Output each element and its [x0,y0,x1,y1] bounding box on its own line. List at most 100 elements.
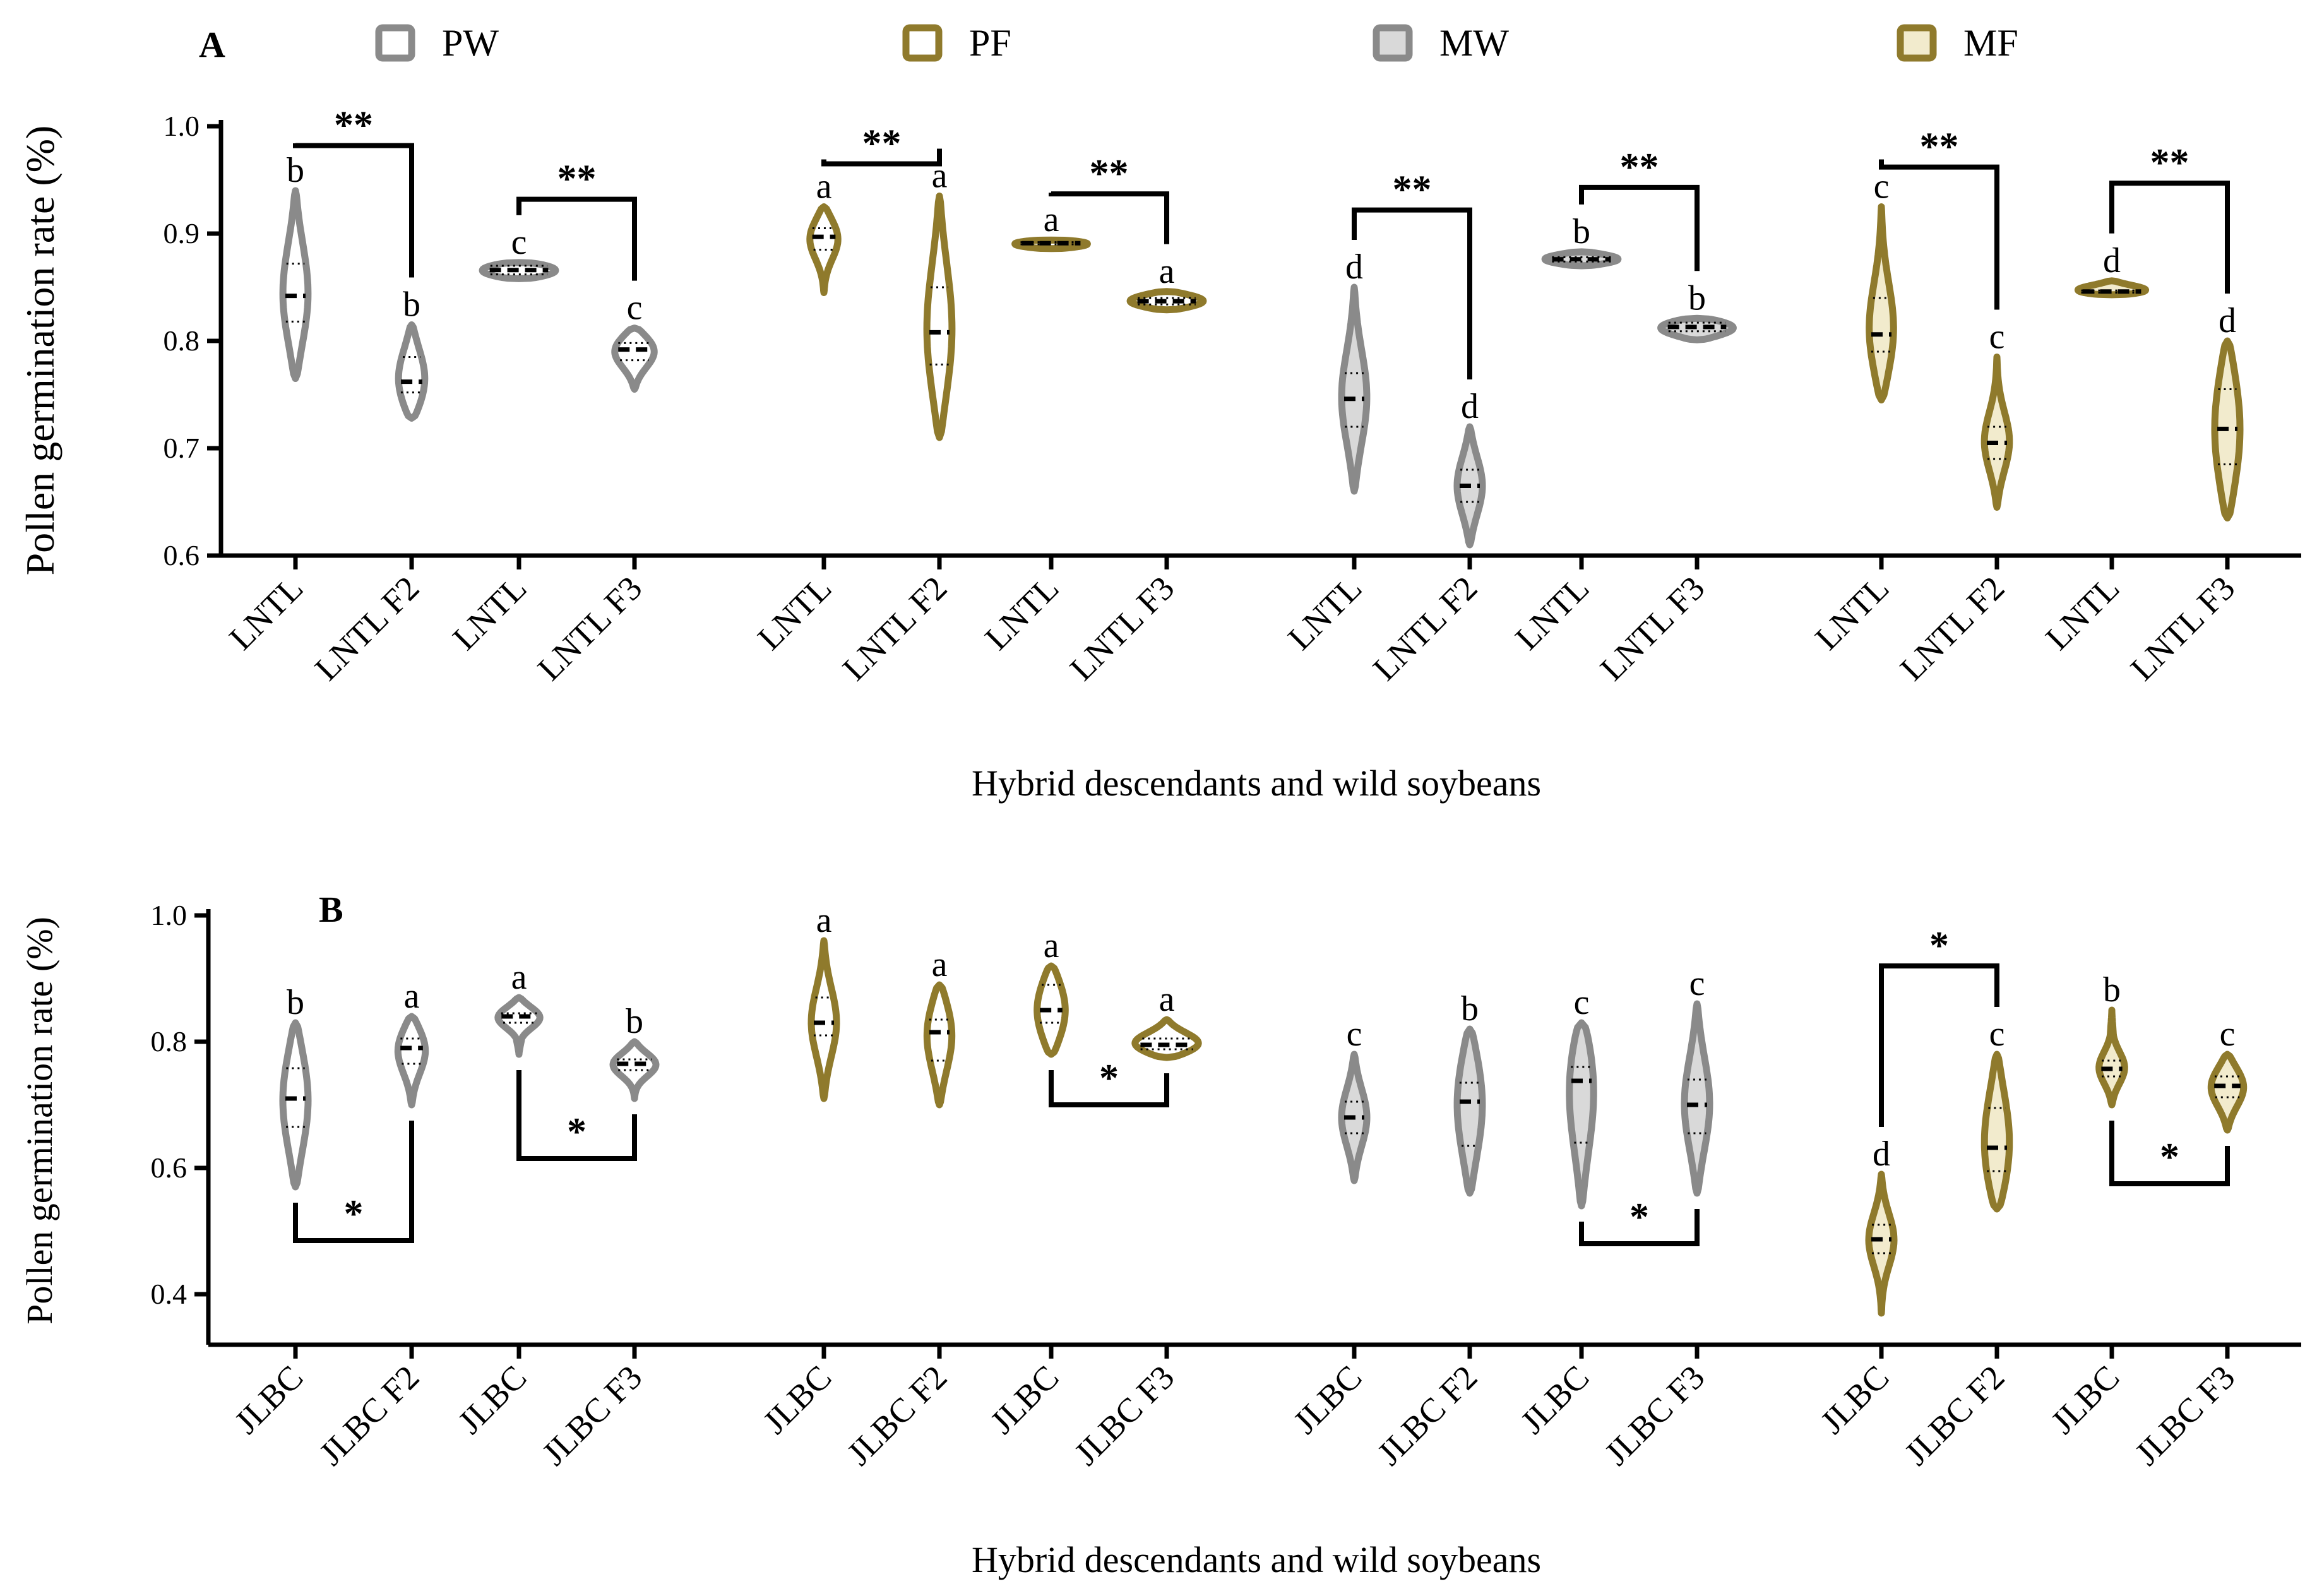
significance-letter: b [1573,212,1590,251]
significance-letter: b [1688,278,1706,318]
x-tick-label: JLBC [1513,1358,1597,1441]
x-tick-label: LNTL [1281,569,1369,657]
panel-b-label: B [319,889,343,930]
violin-b-11 [1566,1019,1597,1210]
x-tick-label: LNTL F3 [2123,569,2242,688]
significance-stars: * [2160,1136,2179,1179]
significance-letter: b [1461,989,1479,1028]
y-tick-label: 0.6 [164,539,200,571]
panel-a-label: A [199,24,225,65]
y-tick-label: 0.8 [164,325,200,357]
significance-letter: d [2103,241,2121,280]
significance-letter: b [287,151,304,190]
comparison-bracket [821,148,942,167]
violin-a-9 [1338,283,1371,495]
violin-a-12 [1657,314,1737,343]
significance-letter: c [1989,1015,2005,1054]
x-tick-label: LNTL F2 [1893,569,2011,688]
legend-swatch-mf [1897,24,1937,62]
x-tick-label: LNTL [1508,569,1597,657]
x-tick-label: JLBC F2 [840,1358,954,1472]
significance-letter: a [404,977,420,1016]
x-tick-label: LNTL F2 [307,569,426,688]
violin-a-11 [1541,248,1622,270]
significance-stars: * [1099,1057,1119,1100]
significance-stars: ** [1920,126,1959,169]
significance-letter: a [932,945,948,984]
violin-a-13 [1866,203,1897,403]
significance-stars: ** [862,122,902,165]
violin-b-1 [279,1019,312,1191]
significance-letter: a [1159,980,1175,1019]
significance-stars: * [1629,1196,1649,1239]
x-tick-label: LNTL [1808,569,1897,657]
violin-b-2 [394,1013,429,1109]
legend-label-pw: PW [442,22,499,64]
significance-letter: c [2220,1015,2236,1054]
panel-b: B Pollen germination rate (%) Hybrid des… [19,889,2301,1580]
comparison-bracket [2109,1121,2230,1186]
significance-letter: c [1574,983,1590,1022]
panel-a-x-axis-label: Hybrid descendants and wild soybeans [972,763,1541,804]
significance-letter: c [511,223,527,262]
legend-swatch-pf [902,24,943,62]
significance-letter: d [1461,387,1479,426]
x-tick-label: LNTL [222,569,311,657]
violin-b-14 [1980,1051,2013,1213]
comparison-bracket [1879,963,1999,1127]
significance-stars: ** [557,158,597,201]
panel-b-y-axis-label: Pollen germination rate (%) [19,917,60,1325]
comparison-bracket [1049,191,1169,244]
legend-label-mw: MW [1439,22,1509,64]
significance-letter: b [2103,970,2121,1009]
violin-b-5 [807,937,840,1102]
x-tick-label: LNTL F3 [1063,569,1181,688]
x-tick-label: JLBC F2 [312,1358,426,1472]
y-tick-label: 0.6 [151,1152,188,1184]
x-tick-label: JLBC [756,1358,839,1441]
comparison-bracket [293,1121,414,1243]
violin-a-6 [923,193,956,441]
x-tick-label: JLBC F3 [535,1358,649,1472]
violin-b-12 [1681,1000,1713,1197]
violin-a-14 [1980,354,2013,511]
x-tick-label: JLBC [451,1358,534,1441]
significance-stars: * [344,1193,364,1236]
x-tick-label: JLBC F3 [1067,1358,1181,1472]
legend-label-mf: MF [1963,22,2018,64]
y-tick-label: 1.0 [164,110,200,142]
significance-letter: c [1689,964,1705,1003]
y-tick-label: 0.9 [164,217,200,249]
panel-a-y-axis-label: Pollen germination rate (%) [18,126,63,576]
x-tick-label: LNTL F3 [1593,569,1712,688]
comparison-bracket [1579,184,1700,271]
x-tick-label: JLBC [227,1358,311,1441]
significance-letter: d [1345,247,1363,287]
x-tick-label: JLBC [1813,1358,1897,1441]
x-tick-label: JLBC F2 [1897,1358,2011,1472]
x-tick-label: JLBC F3 [2128,1358,2242,1472]
significance-stars: * [1929,924,1949,967]
significance-letter: c [627,289,643,328]
comparison-bracket [1879,159,1999,310]
significance-letter: a [816,901,832,940]
x-tick-label: LNTL F2 [1366,569,1484,688]
x-tick-label: LNTL F3 [530,569,649,688]
comparison-bracket [1352,207,1472,379]
significance-letter: c [1347,1015,1362,1054]
comparison-bracket [2109,181,2230,294]
violin-b-10 [1453,1025,1486,1197]
significance-letter: c [1874,167,1890,206]
legend-swatch-mw [1373,24,1413,62]
comparison-bracket [516,1070,637,1161]
significance-stars: ** [2150,141,2189,184]
comparison-bracket [516,196,637,281]
violin-b-6 [923,981,956,1109]
y-tick-label: 0.7 [164,432,200,464]
panel-b-x-axis-label: Hybrid descendants and wild soybeans [972,1539,1541,1580]
significance-letter: c [1989,318,2005,357]
x-tick-label: JLBC [1286,1358,1369,1441]
legend: PW PF MW MF [375,22,2018,64]
x-tick-label: LNTL [978,569,1066,657]
